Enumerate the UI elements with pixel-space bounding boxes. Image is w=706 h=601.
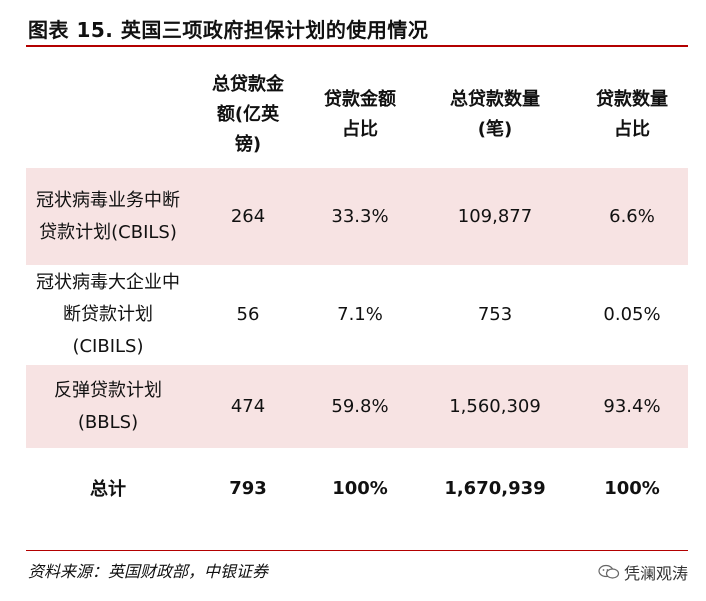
table-header-row: 总贷款金额(亿英镑) 贷款金额占比 总贷款数量(笔) 贷款数量占比 bbox=[26, 62, 688, 168]
table-total-row: 总计 793 100% 1,670,939 100% bbox=[26, 448, 688, 528]
scheme-name: 冠状病毒大企业中断贷款计划(CIBILS) bbox=[36, 272, 180, 357]
amount-share-cell: 59.8% bbox=[306, 365, 414, 448]
count-cell: 1,560,309 bbox=[414, 365, 576, 448]
count-cell: 109,877 bbox=[414, 168, 576, 265]
total-label: 总计 bbox=[90, 479, 126, 500]
count-cell: 753 bbox=[414, 265, 576, 365]
header-scheme bbox=[26, 62, 190, 168]
row-name-cell: 冠状病毒业务中断贷款计划(CBILS) bbox=[26, 168, 190, 265]
count-share-cell: 0.05% bbox=[576, 265, 688, 365]
wechat-icon bbox=[598, 564, 620, 580]
figure-title: 图表 15. 英国三项政府担保计划的使用情况 bbox=[28, 18, 429, 42]
total-amount: 793 bbox=[229, 477, 267, 499]
table-row: 反弹贷款计划(BBLS) 474 59.8% 1,560,309 93.4% bbox=[26, 365, 688, 448]
total-count: 1,670,939 bbox=[444, 477, 546, 499]
total-amount-share: 100% bbox=[332, 477, 388, 499]
table-row: 冠状病毒大企业中断贷款计划(CIBILS) 56 7.1% 753 0.05% bbox=[26, 265, 688, 365]
amount-cell: 56 bbox=[190, 265, 306, 365]
row-name-cell: 反弹贷款计划(BBLS) bbox=[26, 365, 190, 448]
row-name-cell: 冠状病毒大企业中断贷款计划(CIBILS) bbox=[26, 265, 190, 365]
guarantee-schemes-table: 总贷款金额(亿英镑) 贷款金额占比 总贷款数量(笔) 贷款数量占比 冠状病毒业务… bbox=[26, 62, 688, 528]
watermark-text: 凭澜观涛 bbox=[623, 564, 688, 583]
source-note: 资料来源：英国财政部，中银证券 bbox=[28, 562, 269, 581]
total-count-share: 100% bbox=[604, 477, 660, 499]
table-row: 冠状病毒业务中断贷款计划(CBILS) 264 33.3% 109,877 6.… bbox=[26, 168, 688, 265]
header-total-amount: 总贷款金额(亿英镑) bbox=[212, 74, 284, 155]
bottom-rule bbox=[26, 550, 688, 551]
amount-cell: 474 bbox=[190, 365, 306, 448]
amount-cell: 264 bbox=[190, 168, 306, 265]
amount-share-cell: 7.1% bbox=[306, 265, 414, 365]
scheme-name: 反弹贷款计划(BBLS) bbox=[54, 379, 162, 433]
header-amount-share: 贷款金额占比 bbox=[324, 89, 396, 140]
amount-share-cell: 33.3% bbox=[306, 168, 414, 265]
watermark: 凭澜观涛 bbox=[598, 560, 688, 584]
count-share-cell: 6.6% bbox=[576, 168, 688, 265]
header-count-share: 贷款数量占比 bbox=[596, 89, 668, 140]
top-rule bbox=[26, 45, 688, 47]
scheme-name: 冠状病毒业务中断贷款计划(CBILS) bbox=[36, 189, 180, 243]
header-total-count: 总贷款数量(笔) bbox=[450, 89, 540, 140]
count-share-cell: 93.4% bbox=[576, 365, 688, 448]
